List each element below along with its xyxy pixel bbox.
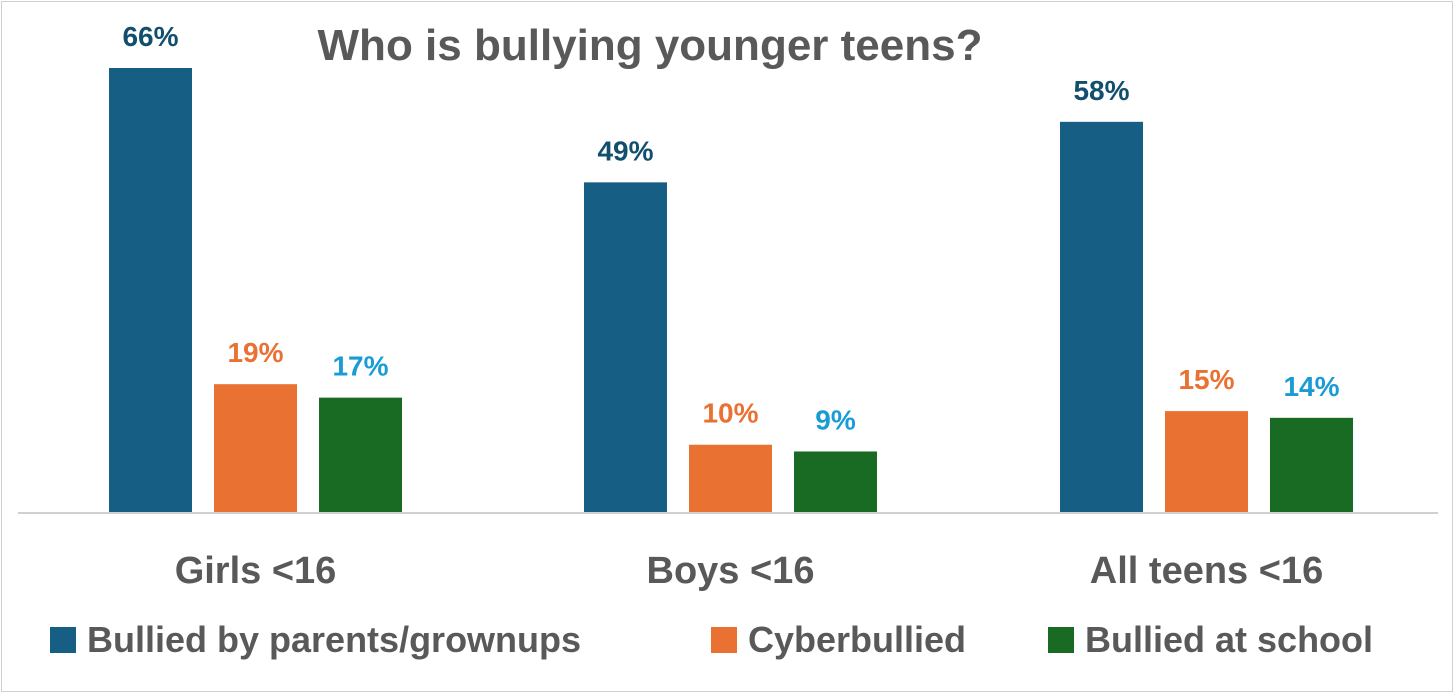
data-label-1-2: 15%	[1178, 364, 1234, 395]
bar-2-1	[794, 451, 877, 512]
bar-0-1	[584, 182, 667, 512]
legend-swatch-2	[1048, 627, 1074, 653]
legend: Bullied by parents/grownups Cyberbullied B…	[50, 619, 1373, 660]
data-label-2-0: 17%	[332, 351, 388, 382]
legend-label-1: Cyberbullied	[748, 619, 966, 660]
bar-1-2	[1165, 411, 1248, 512]
chart-title: Who is bullying younger teens?	[318, 21, 983, 70]
category-label-1: Boys <16	[647, 550, 815, 592]
bar-0-0	[109, 68, 192, 512]
bar-1-1	[689, 444, 772, 512]
bar-2-0	[319, 397, 402, 512]
data-label-0-0: 66%	[122, 21, 178, 52]
category-labels-group: Girls <16 Boys <16 All teens <16	[175, 550, 1324, 592]
bar-0-2	[1060, 121, 1143, 513]
legend-swatch-0	[50, 627, 76, 653]
legend-swatch-1	[711, 627, 737, 653]
category-label-0: Girls <16	[175, 550, 337, 592]
bars-group	[109, 68, 1353, 513]
data-label-0-1: 49%	[597, 135, 653, 166]
data-label-2-1: 9%	[815, 404, 856, 435]
legend-label-2: Bullied at school	[1085, 619, 1373, 660]
data-label-0-2: 58%	[1073, 75, 1129, 106]
category-label-2: All teens <16	[1090, 550, 1323, 592]
bar-2-2	[1270, 417, 1353, 512]
data-labels-group: 66% 19% 17% 49% 10% 9% 58% 15% 14%	[122, 21, 1339, 435]
data-label-1-1: 10%	[702, 398, 758, 429]
legend-label-0: Bullied by parents/grownups	[87, 619, 581, 660]
data-label-2-2: 14%	[1283, 371, 1339, 402]
bar-1-0	[214, 384, 297, 512]
data-label-1-0: 19%	[227, 337, 283, 368]
